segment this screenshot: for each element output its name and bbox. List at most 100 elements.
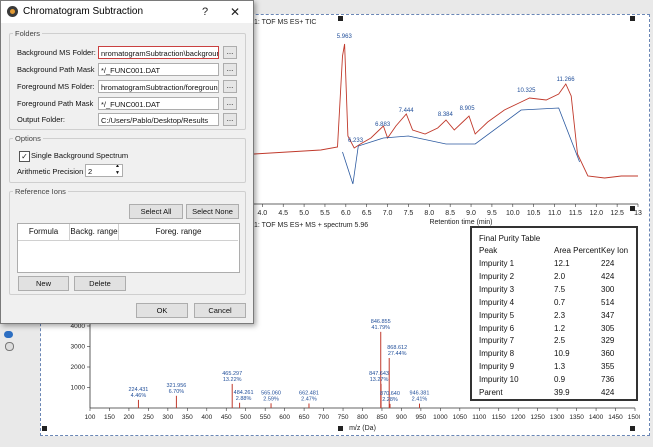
ms-x-tick-label: 850 [377, 414, 388, 421]
column-foreground-range[interactable]: Foreg. range [119, 224, 238, 241]
tic-x-tick-label: 13 [634, 210, 642, 217]
browse-button-2[interactable]: ... [223, 80, 237, 93]
ms-y-tick-label: 3000 [71, 344, 86, 351]
folder-input-4[interactable]: C:/Users/Pablo/Desktop/Results [98, 113, 219, 126]
ms-peak-pct-label: 41.79% [371, 325, 390, 331]
single-background-checkbox[interactable]: ✓ [19, 151, 30, 162]
ms-peak-pct-label: 2.28% [382, 397, 398, 403]
ms-peak-pct-label: 2.41% [412, 397, 428, 403]
folder-input-2[interactable]: hromatogramSubtraction/foreground [98, 80, 219, 93]
resize-handle-right[interactable] [630, 206, 635, 211]
resize-handle-bottom-left[interactable] [42, 426, 47, 431]
settings-tool-icon[interactable] [5, 342, 14, 351]
zoom-tool-icon[interactable] [4, 331, 13, 338]
table-row-cell: 39.9 [554, 388, 570, 397]
ms-x-tick-label: 1000 [433, 414, 448, 421]
dialog-title: Chromatogram Subtraction [23, 6, 144, 17]
tic-peak-label: 8.905 [460, 106, 476, 112]
table-row-cell: 224 [601, 259, 615, 268]
cancel-button[interactable]: Cancel [194, 303, 246, 318]
resize-handle-top-right[interactable] [630, 16, 635, 21]
ms-chart[interactable]: 1000 2000 3000 4000 100 150 200 250 300 350 400 450… [40, 316, 640, 434]
ms-x-tick-label: 1050 [453, 414, 468, 421]
single-background-label: Single Background Spectrum [31, 151, 129, 160]
ms-peak-pct-label: 6.70% [169, 389, 185, 395]
ms-x-tick-label: 600 [279, 414, 290, 421]
folder-input-1[interactable]: */_FUNC001.DAT [98, 63, 219, 76]
ms-y-tick-label: 2000 [71, 364, 86, 371]
ok-button[interactable]: OK [136, 303, 188, 318]
browse-button-4[interactable]: ... [223, 113, 237, 126]
ms-peak-mz-label: 565.060 [261, 390, 281, 396]
table-row-cell: Impurity 6 [479, 323, 515, 333]
tic-x-tick-label: 11.0 [548, 210, 561, 217]
ms-peak-pct-label: 27.44% [388, 351, 407, 357]
precision-spinbox[interactable]: 2 ▲ ▼ [85, 164, 123, 177]
purity-header-cell: Area Percent [554, 246, 601, 255]
table-row-cell: Impurity 5 [479, 310, 515, 320]
ms-x-tick-label: 450 [221, 414, 232, 421]
folder-input-3[interactable]: */_FUNC001.DAT [98, 97, 219, 110]
ms-x-tick-label: 400 [201, 414, 212, 421]
table-row: Impurity 9 1.3 355 [479, 362, 634, 374]
ms-peak-mz-label: 224.431 [128, 387, 148, 393]
table-row-cell: Impurity 2 [479, 271, 515, 281]
resize-handle-bottom[interactable] [338, 426, 343, 431]
browse-button-3[interactable]: ... [223, 97, 237, 110]
table-row-cell: 329 [601, 336, 615, 346]
ms-peak-pct-label: 4.46% [131, 393, 147, 399]
tic-peak-label: 5.963 [337, 34, 353, 40]
spin-arrows-icon[interactable]: ▲ ▼ [115, 164, 120, 176]
tic-chart[interactable]: 4.0 4.5 5.0 5.5 6.0 6.5 7.0 7.5 8.0 8.5 9.0 9.5 10.0… [240, 26, 645, 232]
ms-peak-pct-label: 2.88% [236, 396, 252, 402]
tic-peak-label: 11.266 [557, 77, 576, 83]
tic-x-tick-label: 4.0 [257, 210, 267, 217]
resize-handle-bottom-right[interactable] [630, 426, 635, 431]
table-row-cell: Impurity 8 [479, 349, 515, 359]
reference-ions-table[interactable]: Formula Backg. range Foreg. range [17, 223, 240, 273]
column-background-range[interactable]: Backg. range [70, 224, 119, 241]
help-button[interactable]: ? [201, 6, 209, 18]
table-row-cell: 424 [601, 271, 615, 281]
delete-button[interactable]: Delete [74, 276, 126, 291]
close-button[interactable]: ✕ [229, 5, 241, 19]
table-row: Impurity 6 1.2 305 [479, 324, 634, 336]
reference-ions-group: Reference Ions [9, 187, 246, 295]
table-row-cell: 2.3 [554, 310, 566, 320]
folder-label-1: Background Path Mask [17, 65, 95, 74]
column-formula[interactable]: Formula [18, 224, 70, 241]
select-all-button[interactable]: Select All [129, 204, 183, 219]
purity-header-cell: Key Ion [601, 246, 629, 255]
tic-baseline [342, 107, 580, 185]
tic-x-tick-label: 4.5 [278, 210, 288, 217]
table-row-cell: Impurity 4 [479, 297, 515, 307]
folder-label-4: Output Folder: [17, 115, 65, 124]
ms-x-tick-label: 950 [415, 414, 426, 421]
table-row-cell: 7.5 [554, 284, 566, 294]
tic-x-tick-label: 9.0 [466, 210, 476, 217]
ms-x-tick-label: 1450 [608, 414, 623, 421]
browse-button-1[interactable]: ... [223, 63, 237, 76]
tic-x-tick-label: 7.0 [383, 210, 393, 217]
resize-handle-top[interactable] [338, 16, 343, 21]
table-row-cell: 1.2 [554, 323, 566, 333]
tic-peak-label: 6.233 [348, 138, 364, 144]
dialog-titlebar[interactable]: Chromatogram Subtraction ? ✕ [1, 1, 253, 23]
tic-x-tick-label: 5.5 [320, 210, 330, 217]
ms-x-tick-label: 250 [143, 414, 154, 421]
ms-peak-mz-label: 484.261 [234, 390, 254, 396]
table-row-cell: 347 [601, 310, 615, 320]
select-none-button[interactable]: Select None [186, 204, 239, 219]
tic-x-tick-label: 9.5 [487, 210, 497, 217]
table-row-cell: 2.0 [554, 271, 566, 281]
tic-x-tick-label: 5.0 [299, 210, 309, 217]
ms-x-axis-label: m/z (Da) [349, 425, 376, 432]
new-button[interactable]: New [18, 276, 69, 291]
ms-x-tick-label: 1400 [589, 414, 604, 421]
table-row-cell: 736 [601, 375, 615, 385]
folder-input-0[interactable]: nromatogramSubtraction\background\ [98, 46, 219, 59]
tic-x-tick-label: 7.5 [404, 210, 414, 217]
ms-peak-mz-label: 870.640 [380, 391, 400, 397]
table-row-cell: 10.9 [554, 349, 570, 359]
browse-button-0[interactable]: ... [223, 46, 237, 59]
